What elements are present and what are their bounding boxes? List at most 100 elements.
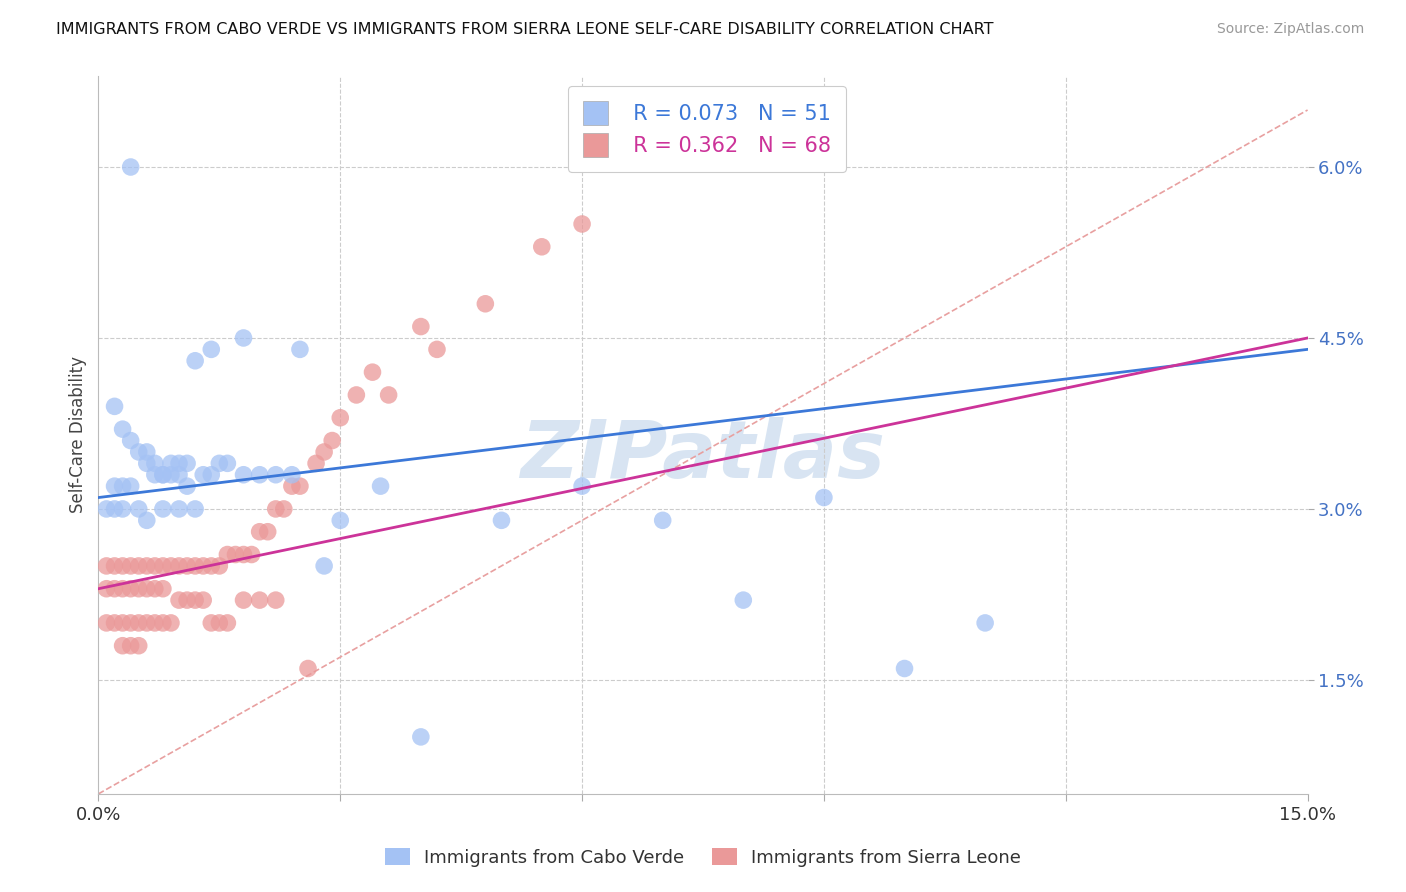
- Point: [217, 456, 239, 470]
- Point: [152, 582, 174, 596]
- Point: [409, 319, 432, 334]
- Point: [160, 456, 183, 470]
- Point: [128, 582, 150, 596]
- Point: [111, 479, 134, 493]
- Point: [361, 365, 384, 379]
- Point: [96, 582, 118, 596]
- Point: [232, 331, 254, 345]
- Point: [160, 615, 183, 630]
- Point: [232, 467, 254, 482]
- Point: [167, 456, 190, 470]
- Point: [281, 467, 304, 482]
- Point: [128, 639, 150, 653]
- Point: [103, 582, 125, 596]
- Point: [264, 502, 287, 516]
- Point: [120, 582, 142, 596]
- Point: [143, 615, 166, 630]
- Point: [111, 422, 134, 436]
- Point: [143, 582, 166, 596]
- Point: [208, 558, 231, 573]
- Point: [974, 615, 997, 630]
- Point: [232, 548, 254, 562]
- Point: [370, 479, 392, 493]
- Point: [152, 467, 174, 482]
- Point: [184, 593, 207, 607]
- Point: [111, 582, 134, 596]
- Point: [135, 513, 157, 527]
- Point: [256, 524, 278, 539]
- Point: [128, 615, 150, 630]
- Text: ZIPatlas: ZIPatlas: [520, 417, 886, 495]
- Point: [176, 456, 198, 470]
- Point: [314, 445, 336, 459]
- Point: [200, 467, 222, 482]
- Point: [152, 502, 174, 516]
- Point: [160, 558, 183, 573]
- Legend: Immigrants from Cabo Verde, Immigrants from Sierra Leone: Immigrants from Cabo Verde, Immigrants f…: [378, 841, 1028, 874]
- Point: [314, 558, 336, 573]
- Point: [571, 479, 593, 493]
- Point: [329, 410, 352, 425]
- Point: [96, 502, 118, 516]
- Point: [491, 513, 513, 527]
- Point: [193, 593, 215, 607]
- Point: [184, 353, 207, 368]
- Point: [143, 467, 166, 482]
- Point: [474, 297, 496, 311]
- Point: [264, 593, 287, 607]
- Point: [249, 524, 271, 539]
- Point: [193, 467, 215, 482]
- Point: [135, 615, 157, 630]
- Point: [128, 502, 150, 516]
- Point: [103, 502, 125, 516]
- Point: [288, 479, 311, 493]
- Point: [813, 491, 835, 505]
- Point: [103, 558, 125, 573]
- Text: IMMIGRANTS FROM CABO VERDE VS IMMIGRANTS FROM SIERRA LEONE SELF-CARE DISABILITY : IMMIGRANTS FROM CABO VERDE VS IMMIGRANTS…: [56, 22, 994, 37]
- Y-axis label: Self-Care Disability: Self-Care Disability: [69, 356, 87, 514]
- Point: [152, 558, 174, 573]
- Point: [208, 615, 231, 630]
- Point: [184, 558, 207, 573]
- Point: [329, 513, 352, 527]
- Point: [288, 343, 311, 357]
- Point: [193, 558, 215, 573]
- Point: [217, 548, 239, 562]
- Point: [167, 558, 190, 573]
- Point: [120, 434, 142, 448]
- Point: [321, 434, 343, 448]
- Point: [96, 558, 118, 573]
- Point: [273, 502, 295, 516]
- Point: [281, 479, 304, 493]
- Point: [111, 639, 134, 653]
- Point: [733, 593, 755, 607]
- Point: [240, 548, 263, 562]
- Point: [143, 456, 166, 470]
- Point: [344, 388, 367, 402]
- Point: [160, 467, 183, 482]
- Point: [103, 479, 125, 493]
- Point: [103, 615, 125, 630]
- Point: [200, 343, 222, 357]
- Point: [128, 558, 150, 573]
- Point: [111, 502, 134, 516]
- Point: [120, 160, 142, 174]
- Point: [651, 513, 673, 527]
- Legend:   R = 0.073   N = 51,   R = 0.362   N = 68: R = 0.073 N = 51, R = 0.362 N = 68: [568, 87, 846, 172]
- Point: [176, 593, 198, 607]
- Point: [893, 661, 915, 675]
- Point: [120, 558, 142, 573]
- Point: [571, 217, 593, 231]
- Point: [167, 502, 190, 516]
- Point: [120, 639, 142, 653]
- Point: [135, 456, 157, 470]
- Point: [111, 558, 134, 573]
- Point: [96, 615, 118, 630]
- Point: [184, 502, 207, 516]
- Point: [232, 593, 254, 607]
- Point: [128, 445, 150, 459]
- Text: Source: ZipAtlas.com: Source: ZipAtlas.com: [1216, 22, 1364, 37]
- Point: [111, 615, 134, 630]
- Point: [135, 445, 157, 459]
- Point: [208, 456, 231, 470]
